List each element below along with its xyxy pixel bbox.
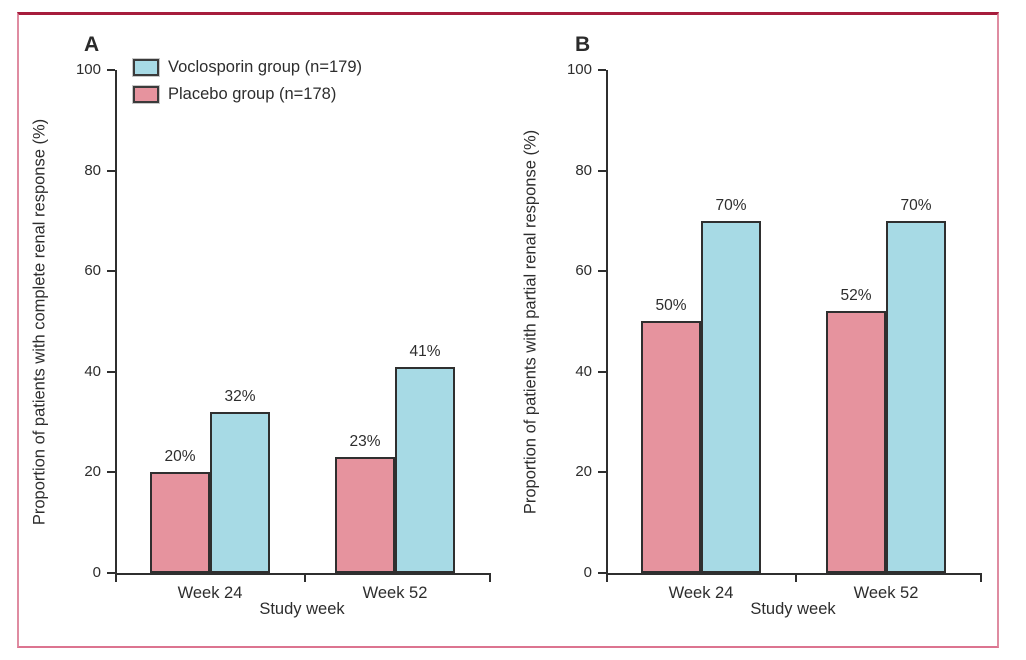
bar-value-label: 70% — [715, 197, 747, 214]
y-axis-tick — [107, 471, 115, 474]
category-label: Week 52 — [853, 584, 919, 602]
y-axis-tick — [107, 270, 115, 273]
y-axis-tick — [107, 572, 115, 574]
y-axis-title-A: Proportion of patients with complete ren… — [30, 118, 49, 526]
x-axis-title-B: Study week — [750, 600, 836, 618]
placebo-bar — [641, 321, 701, 573]
y-axis-tick-label: 100 — [566, 61, 592, 78]
y-axis-tick-label: 0 — [92, 564, 101, 581]
voclosporin-swatch-icon — [133, 59, 159, 76]
voclosporin-bar — [701, 221, 761, 573]
panel-B-label: B — [575, 33, 591, 56]
legend-label-voclosporin: Voclosporin group (n=179) — [168, 58, 363, 76]
panel-A-label: A — [84, 33, 100, 56]
bar-value-label: 23% — [349, 433, 381, 450]
y-axis-tick-label: 60 — [84, 262, 101, 280]
legend: Voclosporin group (n=179) Placebo group … — [133, 58, 362, 112]
category-label: Week 24 — [668, 584, 734, 602]
y-axis-tick — [107, 69, 115, 71]
y-axis-title-B: Proportion of patients with partial rena… — [521, 129, 540, 515]
y-axis-tick-label: 40 — [84, 362, 101, 380]
x-axis-tick — [489, 573, 491, 582]
x-axis-title-A: Study week — [259, 600, 345, 618]
bar-value-label: 32% — [224, 388, 256, 405]
placebo-bar — [150, 472, 210, 573]
panel-A: A Voclosporin group (n=179) Placebo grou… — [17, 12, 508, 648]
y-axis-tick-label: 20 — [84, 463, 101, 481]
y-axis-tick-label: 60 — [575, 262, 592, 280]
category-label: Week 52 — [362, 584, 428, 602]
x-axis-tick — [606, 573, 608, 582]
y-axis-tick-label: 80 — [84, 161, 101, 179]
voclosporin-bar — [210, 412, 270, 573]
panel-B: B Proportion of patients with partial re… — [508, 12, 999, 648]
bar-value-label: 20% — [164, 448, 196, 465]
placebo-bar — [335, 457, 395, 573]
placebo-swatch-icon — [133, 86, 159, 103]
y-axis-tick-label: 80 — [575, 161, 592, 179]
y-axis-tick-label: 40 — [575, 362, 592, 380]
voclosporin-bar — [395, 367, 455, 573]
voclosporin-bar — [886, 221, 946, 573]
y-axis-tick-label: 20 — [575, 463, 592, 481]
legend-label-placebo: Placebo group (n=178) — [168, 85, 337, 103]
x-axis-tick — [980, 573, 982, 582]
plot-area-B: 0 20 40 60 80 100 Week 24 50% 70% Week 52 52% 70% — [567, 61, 982, 602]
bar-value-label: 52% — [840, 287, 872, 304]
x-axis-tick — [115, 573, 117, 582]
legend-item-voclosporin: Voclosporin group (n=179) — [133, 58, 362, 77]
y-axis-tick — [598, 370, 606, 373]
bar-value-label: 41% — [409, 343, 441, 360]
y-axis-tick-label: 0 — [583, 564, 592, 581]
y-axis-tick — [598, 471, 606, 474]
legend-item-placebo: Placebo group (n=178) — [133, 85, 362, 104]
y-axis-tick — [107, 169, 115, 172]
category-label: Week 24 — [177, 584, 243, 602]
y-axis-tick — [598, 169, 606, 172]
bar-value-label: 70% — [900, 197, 932, 214]
y-axis-tick — [598, 270, 606, 273]
y-axis-tick-label: 100 — [75, 61, 101, 78]
x-axis-tick — [304, 573, 306, 582]
y-axis-tick — [598, 69, 606, 71]
x-axis-tick — [795, 573, 797, 582]
y-axis-tick — [107, 370, 115, 373]
placebo-bar — [826, 311, 886, 573]
bar-value-label: 50% — [655, 297, 687, 314]
plot-area-A: 0 20 40 60 80 100 Week 24 20% 32% Week 52 23% 41% — [76, 61, 491, 602]
y-axis-tick — [598, 572, 606, 574]
